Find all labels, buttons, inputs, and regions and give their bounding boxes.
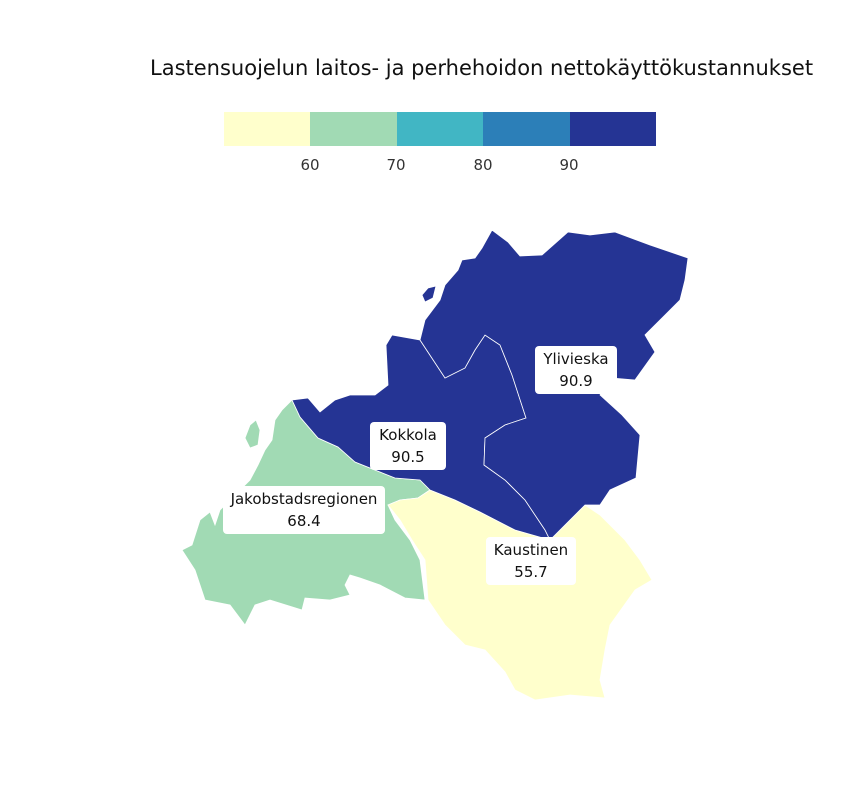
legend-swatch-3 bbox=[396, 112, 484, 146]
legend-swatch-2 bbox=[310, 112, 397, 146]
label-jakobstadsregionen-value: 68.4 bbox=[287, 512, 321, 530]
legend-swatch-4 bbox=[483, 112, 570, 146]
map-title: Lastensuojelun laitos- ja perhehoidon ne… bbox=[150, 56, 814, 80]
legend-tick-80: 80 bbox=[473, 156, 493, 174]
label-ylivieska-name: Ylivieska bbox=[543, 350, 609, 368]
legend-tick-70: 70 bbox=[386, 156, 406, 174]
label-kokkola: Kokkola 90.5 bbox=[370, 422, 446, 470]
label-ylivieska-value: 90.9 bbox=[559, 372, 593, 390]
legend-tick-60: 60 bbox=[300, 156, 320, 174]
label-kokkola-name: Kokkola bbox=[379, 426, 437, 444]
label-ylivieska: Ylivieska 90.9 bbox=[535, 346, 617, 394]
label-kaustinen: Kaustinen 55.7 bbox=[486, 537, 576, 585]
legend-swatch-1 bbox=[224, 112, 311, 146]
label-jakobstadsregionen-name: Jakobstadsregionen bbox=[230, 490, 378, 508]
label-kaustinen-value: 55.7 bbox=[514, 563, 548, 581]
color-legend bbox=[224, 112, 657, 146]
label-kaustinen-name: Kaustinen bbox=[493, 541, 569, 559]
label-kokkola-value: 90.5 bbox=[391, 448, 425, 466]
label-jakobstadsregionen: Jakobstadsregionen 68.4 bbox=[223, 486, 385, 534]
legend-swatch-5 bbox=[569, 112, 657, 146]
legend-tick-90: 90 bbox=[559, 156, 579, 174]
